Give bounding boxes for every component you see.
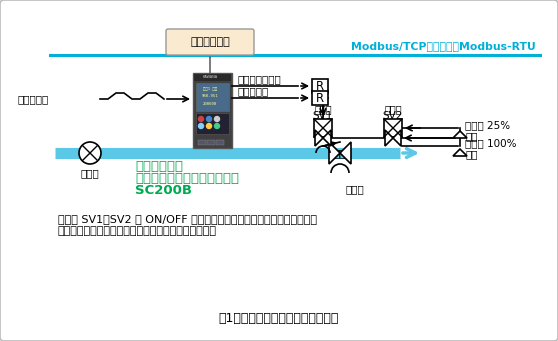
Text: R: R	[316, 79, 324, 92]
Bar	[196, 83, 229, 111]
Text: 電磁弁: 電磁弁	[384, 104, 402, 114]
Circle shape	[199, 117, 204, 121]
Bar	[312, 79, 328, 93]
Text: Modbus/TCP、もしくはModbus-RTU: Modbus/TCP、もしくはModbus-RTU	[351, 41, 536, 51]
Text: シングルループコントローラ: シングルループコントローラ	[135, 172, 239, 184]
Text: 電磁弁: 電磁弁	[314, 104, 332, 114]
Polygon shape	[453, 131, 467, 138]
Bar	[216, 140, 224, 145]
Bar	[194, 74, 231, 81]
Bar	[207, 140, 215, 145]
Text: プリバッチ出力: プリバッチ出力	[237, 74, 281, 84]
Polygon shape	[340, 142, 351, 164]
Bar	[314, 119, 332, 137]
Text: 図1　簡易定量出荷システム構成例: 図1 簡易定量出荷システム構成例	[219, 312, 339, 326]
Text: ヾヾ1 ヾヾ: ヾヾ1 ヾヾ	[203, 86, 217, 90]
Circle shape	[214, 123, 219, 129]
Text: 流量計: 流量計	[80, 168, 99, 178]
Polygon shape	[385, 130, 393, 146]
Text: 200000: 200000	[203, 102, 217, 106]
Circle shape	[79, 142, 101, 164]
Text: バッチ出力: バッチ出力	[237, 86, 268, 96]
Polygon shape	[393, 130, 401, 146]
Text: バッチ機能付: バッチ機能付	[135, 160, 183, 173]
Text: 電磁弁 SV1、SV2 の ON/OFF により空気式調節弁のアクチュエータへの: 電磁弁 SV1、SV2 の ON/OFF により空気式調節弁のアクチュエータへの	[58, 214, 317, 224]
Polygon shape	[315, 130, 323, 146]
Polygon shape	[329, 142, 340, 164]
Text: 大気: 大気	[333, 148, 345, 158]
Text: SC200B: SC200B	[135, 183, 192, 196]
Text: 弁開度 100%: 弁開度 100%	[465, 138, 517, 148]
Circle shape	[206, 117, 211, 121]
Polygon shape	[453, 149, 467, 156]
Circle shape	[199, 123, 204, 129]
Bar	[196, 113, 229, 134]
Text: R: R	[316, 91, 324, 104]
Text: 流量パルス: 流量パルス	[18, 94, 49, 104]
Circle shape	[214, 117, 219, 121]
Text: SV2: SV2	[383, 111, 403, 121]
Bar	[193, 73, 232, 148]
Bar	[312, 91, 328, 105]
FancyBboxPatch shape	[166, 29, 254, 55]
Text: 弁開度 25%: 弁開度 25%	[465, 120, 510, 130]
Polygon shape	[323, 130, 331, 146]
Bar	[384, 119, 402, 137]
Text: 調節弁: 調節弁	[345, 184, 364, 194]
Text: KAWANA: KAWANA	[203, 75, 218, 79]
Text: SV1: SV1	[313, 111, 333, 121]
Text: 980-951: 980-951	[201, 94, 218, 98]
Text: 供給圧力を切り替えて、調節弁の開度を変更します。: 供給圧力を切り替えて、調節弁の開度を変更します。	[58, 226, 217, 236]
Circle shape	[206, 123, 211, 129]
Text: 上位システム: 上位システム	[190, 37, 230, 47]
Text: 給気: 給気	[465, 149, 478, 159]
Bar	[198, 140, 206, 145]
Text: 給気: 給気	[465, 131, 478, 141]
